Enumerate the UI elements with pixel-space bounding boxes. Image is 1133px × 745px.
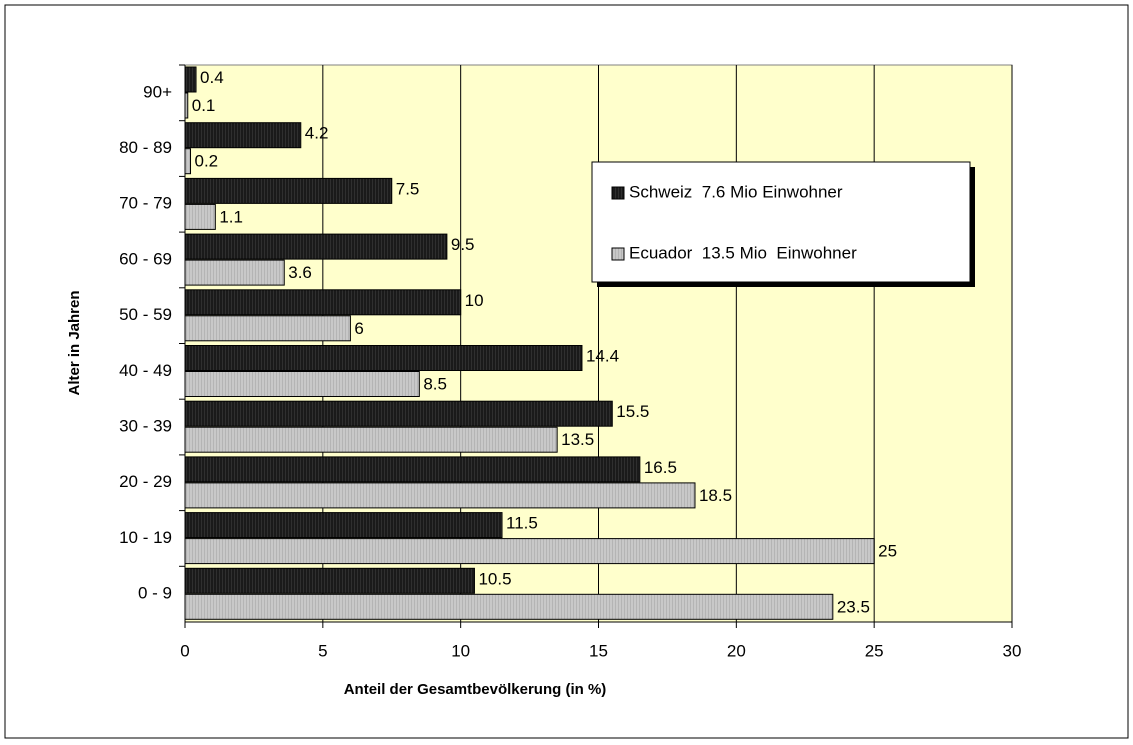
- legend-label: Schweiz 7.6 Mio Einwohner: [629, 182, 843, 201]
- bar: [184, 512, 503, 539]
- x-tick-label: 30: [1003, 641, 1022, 660]
- bar: [184, 289, 462, 316]
- data-label: 25: [878, 542, 897, 561]
- legend: [591, 161, 971, 283]
- y-tick-label: 60 - 69: [119, 249, 172, 268]
- bar: [184, 315, 351, 342]
- bar: [184, 66, 197, 93]
- legend-label: Ecuador 13.5 Mio Einwohner: [629, 243, 857, 262]
- bar: [184, 371, 420, 397]
- x-axis-label: Anteil der Gesamtbevölkerung (in %): [344, 681, 607, 698]
- data-label: 11.5: [506, 514, 538, 533]
- bar: [184, 345, 583, 371]
- y-tick-label: 70 - 79: [119, 194, 172, 213]
- data-label: 7.5: [396, 179, 420, 198]
- x-tick-label: 20: [727, 641, 746, 660]
- x-tick-label: 5: [318, 641, 327, 660]
- x-tick-label: 10: [451, 641, 470, 660]
- y-tick-label: 50 - 59: [119, 305, 172, 324]
- y-tick-label: 30 - 39: [119, 417, 172, 436]
- data-label: 4.2: [305, 124, 329, 143]
- data-label: 0.1: [192, 96, 216, 115]
- bar: [184, 567, 475, 594]
- data-label: 3.6: [288, 263, 312, 282]
- data-label: 8.5: [423, 374, 447, 393]
- bar: [184, 148, 192, 175]
- data-label: 14.4: [586, 346, 619, 365]
- bar: [184, 259, 285, 286]
- data-label: 23.5: [837, 597, 870, 616]
- bar: [184, 233, 448, 260]
- data-label: 10.5: [478, 569, 511, 588]
- legend-swatch: [611, 186, 625, 200]
- y-tick-label: 90+: [143, 82, 172, 101]
- y-tick-label: 40 - 49: [119, 361, 172, 380]
- legend-swatch: [611, 247, 625, 261]
- data-label: 13.5: [561, 430, 594, 449]
- bar: [184, 177, 393, 204]
- data-label: 10: [465, 291, 484, 310]
- data-label: 0.2: [195, 152, 219, 171]
- bar: [184, 426, 558, 453]
- y-axis-label: Alter in Jahren: [66, 290, 83, 395]
- x-tick-label: 0: [180, 641, 189, 660]
- data-label: 18.5: [699, 486, 732, 505]
- data-label: 1.1: [219, 207, 243, 226]
- data-label: 6: [354, 319, 363, 338]
- bar: [184, 482, 696, 509]
- bar: [184, 203, 216, 230]
- y-tick-label: 0 - 9: [138, 584, 172, 603]
- x-tick-label: 15: [589, 641, 608, 660]
- bar: [184, 538, 875, 565]
- data-label: 16.5: [644, 458, 677, 477]
- y-tick-label: 80 - 89: [119, 138, 172, 157]
- bar: [184, 593, 834, 620]
- y-tick-label: 10 - 19: [119, 528, 172, 547]
- data-label: 0.4: [200, 68, 224, 87]
- x-tick-label: 25: [865, 641, 884, 660]
- y-tick-label: 20 - 29: [119, 472, 172, 491]
- data-label: 9.5: [451, 235, 475, 254]
- bar: [184, 400, 613, 427]
- data-label: 15.5: [616, 402, 649, 421]
- bar: [184, 122, 302, 149]
- bar: [184, 456, 641, 483]
